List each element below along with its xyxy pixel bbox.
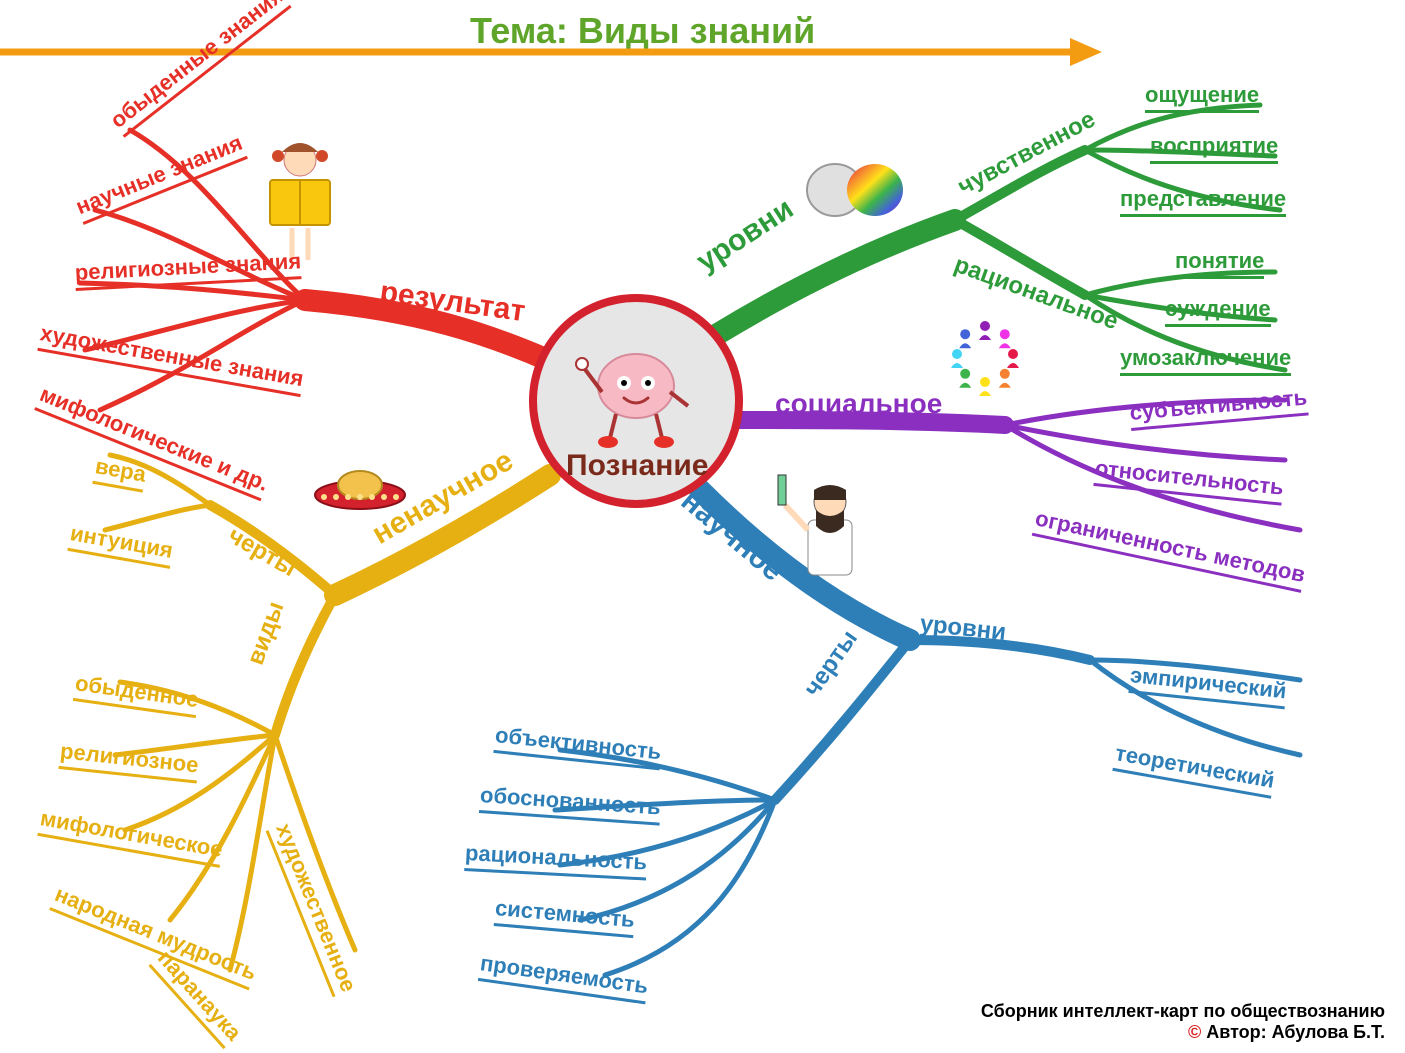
branch-levels-sub-1-child-0: понятие — [1175, 248, 1264, 279]
branch-levels-sub-0-child-2: представление — [1120, 186, 1286, 217]
branch-levels-sub-1-child-2: умозаключение — [1120, 345, 1291, 376]
brain-halves-icon — [807, 164, 903, 216]
ufo-icon — [315, 471, 405, 509]
branch-social-label: социальное — [775, 388, 942, 420]
people-circle-icon — [951, 321, 1019, 396]
center-label: Познание — [566, 449, 708, 483]
reader-icon — [270, 143, 330, 260]
branch-levels-sub-0-child-1: восприятие — [1150, 133, 1278, 164]
branch-levels-sub-0-child-0: ощущение — [1145, 82, 1259, 113]
branch-levels-sub-1-child-1: суждение — [1165, 296, 1271, 327]
